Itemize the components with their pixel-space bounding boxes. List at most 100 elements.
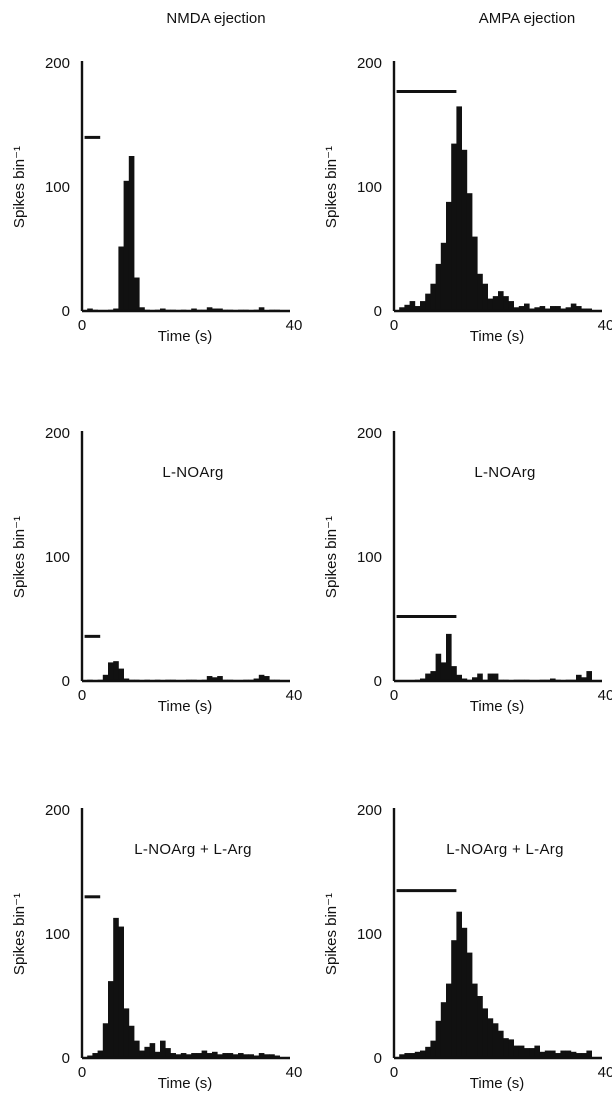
histogram-bar — [206, 1053, 213, 1058]
histogram-bar — [477, 996, 483, 1058]
histogram-bar — [435, 653, 442, 681]
histogram-bar — [186, 1054, 192, 1058]
histogram-bar — [108, 981, 114, 1058]
panel-nmda-lnoarg-larg: L-NOArg + L-Arg Spikes bin⁻¹ Time (s) 0 … — [11, 802, 302, 1092]
histogram-bar — [399, 307, 405, 311]
histogram-bar — [87, 308, 93, 311]
histogram-bar — [576, 1053, 582, 1058]
histogram-bar — [513, 1045, 520, 1058]
histogram-bar — [212, 1051, 218, 1058]
histogram-bar — [264, 676, 270, 681]
histogram-bar — [513, 307, 520, 311]
histogram-bar — [201, 1050, 208, 1058]
histogram-bar — [498, 291, 504, 311]
histogram-bar — [550, 678, 556, 681]
condition-label: L-NOArg + L-Arg — [134, 841, 251, 858]
histogram-bar — [139, 307, 145, 311]
y-axis-label: Spikes bin⁻¹ — [323, 146, 340, 228]
histogram-bar — [430, 671, 436, 681]
panel-ampa-lnoarg: L-NOArg Spikes bin⁻¹ Time (s) 0 100 200 … — [323, 425, 612, 715]
histogram-bar — [581, 1053, 587, 1058]
histogram-bar — [206, 676, 213, 681]
column-title-ampa: AMPA ejection — [479, 10, 575, 27]
histogram-bar — [477, 273, 483, 311]
histogram-bar — [435, 1020, 442, 1058]
histogram-bar — [576, 306, 582, 311]
histogram-bar — [113, 308, 119, 311]
x-axis-label: Time (s) — [470, 1075, 524, 1092]
histogram-bar — [248, 1054, 254, 1058]
histogram-bar — [269, 1054, 275, 1058]
histogram-bar — [446, 983, 452, 1058]
histogram-bar — [409, 301, 416, 311]
histogram-bar — [92, 1053, 98, 1058]
x-tick-0: 0 — [390, 687, 398, 704]
histogram-bar — [274, 1055, 280, 1058]
histogram-bar — [128, 1025, 135, 1058]
histogram-bar — [466, 193, 473, 311]
histogram-bar — [586, 308, 592, 311]
histogram-bar — [581, 677, 587, 681]
y-tick-0: 0 — [62, 1050, 70, 1067]
histogram-bar — [420, 678, 426, 681]
histogram-bar — [404, 304, 410, 311]
y-tick-0: 0 — [62, 303, 70, 320]
histogram-bar — [425, 1046, 431, 1058]
y-tick-100: 100 — [357, 926, 382, 943]
histogram-bar — [113, 917, 119, 1058]
histogram-bar — [529, 1048, 535, 1058]
histogram-bar — [128, 156, 135, 311]
histogram-bar — [258, 1053, 265, 1058]
x-tick-40: 40 — [598, 687, 612, 704]
histogram-bar — [430, 283, 436, 311]
histogram-bar — [102, 1023, 109, 1058]
x-tick-40: 40 — [286, 687, 303, 704]
panel-ampa-control: Spikes bin⁻¹ Time (s) 0 100 200 0 40 — [323, 55, 612, 345]
histogram-bar — [518, 306, 525, 311]
x-tick-0: 0 — [390, 317, 398, 334]
histogram-bar — [539, 306, 546, 311]
histogram-bar — [118, 926, 124, 1058]
x-axis-label: Time (s) — [158, 698, 212, 715]
histogram-bar — [446, 633, 452, 681]
histogram-bar — [565, 307, 572, 311]
histogram-bar — [576, 674, 582, 681]
histogram-bar — [414, 306, 421, 311]
histogram-bar — [492, 296, 499, 311]
histogram-bar — [487, 1018, 494, 1058]
histogram-bar — [420, 301, 426, 311]
histogram-bar — [586, 671, 592, 681]
histogram-bar — [113, 661, 119, 681]
histogram-bar — [264, 1054, 270, 1058]
y-tick-0: 0 — [374, 673, 382, 690]
histogram-bar — [529, 308, 535, 311]
histogram-bar — [440, 1002, 447, 1058]
histogram-bar — [253, 1055, 260, 1058]
condition-label: L-NOArg — [162, 464, 223, 481]
histogram-bar — [160, 308, 166, 311]
histogram-bar — [456, 106, 462, 312]
histogram-bar — [118, 246, 124, 311]
histogram-bar — [102, 674, 109, 681]
histogram-bar — [217, 676, 223, 681]
histogram-bar — [503, 296, 509, 311]
y-tick-200: 200 — [45, 425, 70, 442]
histogram-bar — [560, 1050, 566, 1058]
y-tick-200: 200 — [357, 425, 382, 442]
histogram-bar — [154, 1051, 161, 1058]
histogram-bar — [570, 1051, 577, 1058]
histogram-bar — [123, 180, 130, 311]
histogram-bar — [482, 283, 488, 311]
x-tick-0: 0 — [78, 687, 86, 704]
histogram-bar — [524, 303, 530, 311]
histogram-bar — [477, 673, 483, 681]
y-tick-100: 100 — [357, 179, 382, 196]
histogram-bar — [492, 1023, 499, 1058]
histogram-bar — [451, 143, 457, 311]
histogram-bar — [456, 674, 462, 681]
histogram-bar — [440, 662, 447, 681]
histogram-bar — [175, 1054, 182, 1058]
y-tick-200: 200 — [45, 802, 70, 819]
histogram-bar — [472, 677, 478, 681]
